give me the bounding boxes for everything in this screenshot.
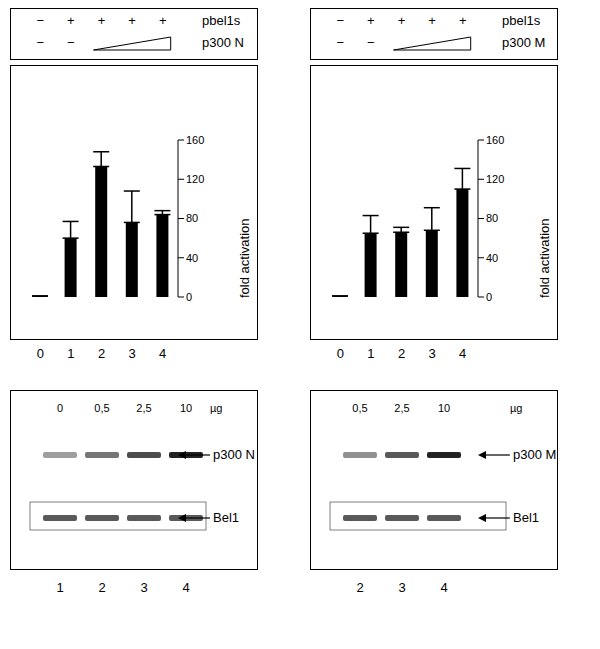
svg-text:1: 1 bbox=[67, 346, 74, 361]
html-text:2: 2 bbox=[98, 580, 106, 595]
html-text:10: 10 bbox=[179, 402, 193, 414]
svg-text:160: 160 bbox=[486, 134, 504, 146]
svg-text:fold activation: fold activation bbox=[537, 219, 552, 299]
html-text:Bel1: Bel1 bbox=[513, 510, 539, 525]
svg-text:120: 120 bbox=[186, 173, 204, 185]
svg-text:2: 2 bbox=[398, 346, 405, 361]
html-text:3: 3 bbox=[140, 580, 148, 595]
html-text:1: 1 bbox=[56, 580, 64, 595]
svg-text:4: 4 bbox=[459, 346, 466, 361]
svg-text:0: 0 bbox=[486, 291, 492, 303]
html-text:p300 N: p300 N bbox=[213, 447, 255, 462]
html-text:pbel1s: pbel1s bbox=[202, 13, 241, 28]
html-text:4: 4 bbox=[440, 580, 448, 595]
svg-text:80: 80 bbox=[186, 212, 198, 224]
html-text:0,5: 0,5 bbox=[352, 402, 368, 414]
svg-text:fold activation: fold activation bbox=[237, 219, 252, 299]
html-text:0: 0 bbox=[56, 402, 64, 414]
html-text:p300 M: p300 M bbox=[502, 35, 546, 50]
svg-text:80: 80 bbox=[486, 212, 498, 224]
html-text:Bel1: Bel1 bbox=[213, 510, 239, 525]
html-text:2,5: 2,5 bbox=[136, 402, 152, 414]
svg-text:160: 160 bbox=[186, 134, 204, 146]
html-text:p300 M: p300 M bbox=[513, 447, 557, 462]
svg-text:40: 40 bbox=[486, 252, 498, 264]
html-text:µg: µg bbox=[510, 402, 523, 414]
svg-text:1: 1 bbox=[367, 346, 374, 361]
svg-text:4: 4 bbox=[159, 346, 166, 361]
svg-text:3: 3 bbox=[128, 346, 135, 361]
html-text:pbel1s: pbel1s bbox=[502, 13, 541, 28]
html-text:0,5: 0,5 bbox=[94, 402, 110, 414]
html-text:2,5: 2,5 bbox=[394, 402, 410, 414]
svg-text:120: 120 bbox=[486, 173, 504, 185]
html-text:p300 N: p300 N bbox=[202, 35, 244, 50]
html-text:10: 10 bbox=[437, 402, 451, 414]
svg-text:0: 0 bbox=[337, 346, 344, 361]
html-text:µg: µg bbox=[210, 402, 223, 414]
svg-text:0: 0 bbox=[186, 291, 192, 303]
svg-text:3: 3 bbox=[428, 346, 435, 361]
svg-text:0: 0 bbox=[37, 346, 44, 361]
html-text:3: 3 bbox=[398, 580, 406, 595]
svg-text:40: 40 bbox=[186, 252, 198, 264]
html-text:2: 2 bbox=[356, 580, 364, 595]
html-text:4: 4 bbox=[182, 580, 190, 595]
svg-text:2: 2 bbox=[98, 346, 105, 361]
